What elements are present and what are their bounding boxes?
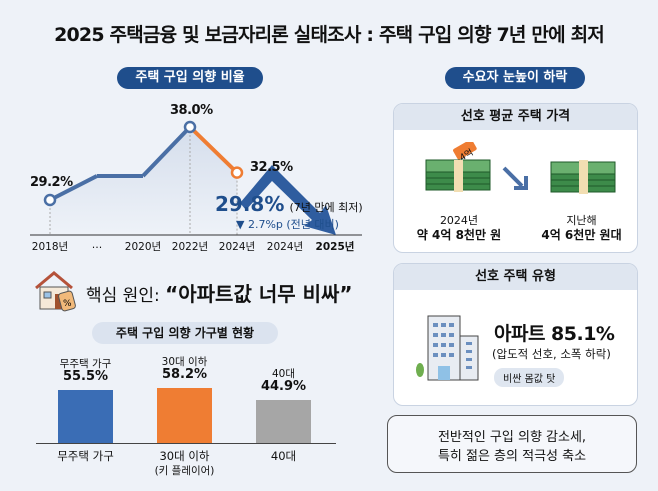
x-tick-label: 2022년 <box>171 241 209 253</box>
line-chart-title: 주택 구입 의향 비율 <box>117 67 263 89</box>
bar-category-label: 무주택 가구 <box>57 449 114 463</box>
money-stack-icon <box>425 142 491 192</box>
x-tick-label: 2018년 <box>31 241 69 253</box>
bar-value-label: 55.5% <box>62 369 109 385</box>
data-point <box>43 193 57 207</box>
bar-axis <box>36 443 336 444</box>
price-right-value: 4억 6천만 원대 <box>541 228 622 242</box>
cause-line: 핵심 원인: “아파트값 너무 비싸” <box>86 278 353 307</box>
x-tick-label: … <box>91 239 103 251</box>
bar <box>256 400 311 443</box>
arrow-down-right-icon <box>502 166 528 190</box>
bar <box>58 390 113 443</box>
highlight-change: ▼ 2.7%p (전년 대비) <box>236 218 339 231</box>
x-tick-label: 2024년 <box>218 241 256 253</box>
x-tick-label: 2024년 <box>266 241 304 253</box>
type-header: 선호 주택 유형 <box>394 264 637 290</box>
x-tick-label: 2025년 <box>315 241 355 253</box>
svg-text:%: % <box>63 299 72 309</box>
price-box: 선호 평균 주택 가격 4억 2024년 약 4억 8천만 원 지난해 4억 6… <box>393 103 638 253</box>
type-sub: (압도적 선호, 소폭 하락) <box>492 347 611 361</box>
bar <box>157 387 212 443</box>
cause-quote: “아파트값 너무 비싸” <box>165 282 353 306</box>
price-left-value: 약 4억 8천만 원 <box>416 228 502 242</box>
bar-top-label: 30대 이하 <box>161 355 208 368</box>
highlight-value: 29.8% <box>215 192 285 216</box>
summary-line-1: 전반적인 구입 의향 감소세, <box>437 430 587 445</box>
data-label: 38.0% <box>170 103 213 118</box>
price-left-year: 2024년 <box>439 214 479 227</box>
apartment-building-icon <box>416 315 479 381</box>
demand-pill: 수요자 눈높이 하락 <box>445 67 585 89</box>
line-segment <box>49 174 98 202</box>
house-price-tag-icon: % <box>35 271 76 312</box>
type-box: 선호 주택 유형 아파트 85.1% (압도적 선호, 소폭 하락) 비싼 몸값… <box>393 263 638 406</box>
bar-chart-title: 주택 구입 의향 가구별 현황 <box>92 322 278 344</box>
bar-category-label: 40대 <box>270 449 297 463</box>
data-point <box>183 120 197 134</box>
data-label: 29.2% <box>30 175 73 190</box>
data-label: 32.5% <box>250 160 293 175</box>
type-badge: 비싼 몸값 탓 <box>494 368 565 387</box>
bar-value-label: 58.2% <box>161 366 208 382</box>
line-segment <box>188 125 239 175</box>
down-trend-arrow <box>240 165 336 235</box>
type-main: 아파트 85.1% <box>494 323 615 345</box>
bar-top-label: 40대 <box>271 368 296 381</box>
cause-prefix: 핵심 원인: <box>86 286 160 306</box>
line-segment <box>141 125 192 178</box>
x-tick-label: 2020년 <box>124 241 162 253</box>
highlight-note: (7년 만에 최저) <box>289 201 363 214</box>
highlight: 29.8% (7년 만에 최저) <box>215 192 363 216</box>
summary-line-2: 특히 젊은 층의 적극성 축소 <box>437 449 587 464</box>
bar-value-label: 44.9% <box>260 379 307 395</box>
bar-category-sublabel: (키 플레이어) <box>154 465 215 477</box>
page-title: 2025 주택금융 및 보금자리론 실태조사 : 주택 구입 의향 7년 만에 … <box>54 24 605 46</box>
line-chart <box>30 120 362 236</box>
summary-box: 전반적인 구입 의향 감소세, 특히 젊은 층의 적극성 축소 <box>387 415 637 473</box>
bar-category-label: 30대 이하 <box>159 449 210 463</box>
price-right-year: 지난해 <box>566 214 597 227</box>
bar-top-label: 무주택 가구 <box>59 358 112 371</box>
price-header: 선호 평균 주택 가격 <box>394 104 637 130</box>
money-stack-icon-2 <box>550 160 616 194</box>
data-point <box>230 166 244 179</box>
